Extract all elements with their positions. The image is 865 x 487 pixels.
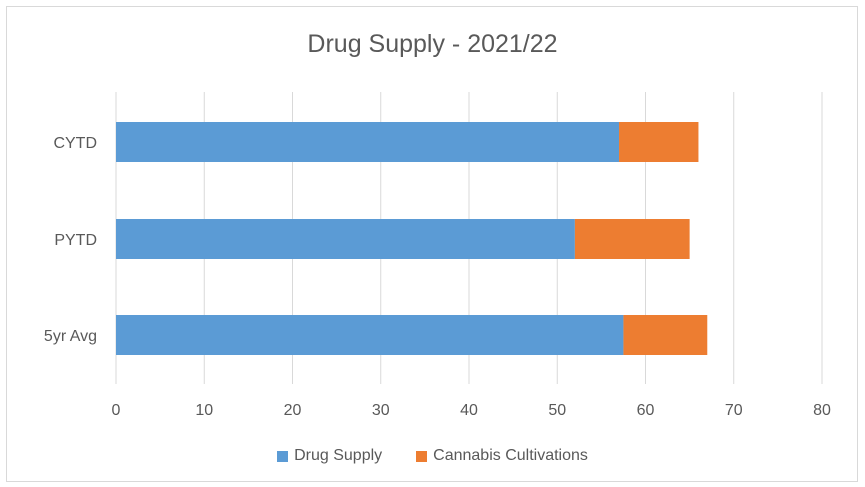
x-tick-label: 60	[637, 402, 655, 419]
bar-group	[116, 122, 708, 355]
bar-drug-supply-cytd	[116, 122, 620, 162]
bar-cannabis-cultivations-pytd	[574, 219, 690, 259]
category-label: PYTD	[54, 232, 97, 249]
legend-label-drug-supply: Drug Supply	[294, 447, 383, 464]
x-tick-label: 50	[548, 402, 566, 419]
bar-drug-supply-5yr-avg	[116, 315, 624, 355]
legend-swatch-drug-supply	[277, 450, 289, 462]
bar-drug-supply-pytd	[116, 219, 575, 259]
legend-item-drug-supply: Drug Supply	[277, 447, 382, 465]
category-label: CYTD	[53, 135, 97, 152]
legend-item-cannabis-cultivations: Cannabis Cultivations	[416, 447, 588, 465]
chart-title: Drug Supply - 2021/22	[307, 30, 558, 58]
x-tick-label: 10	[195, 402, 213, 419]
bar-cannabis-cultivations-cytd	[619, 122, 699, 162]
x-tick-label: 0	[112, 402, 121, 419]
x-tick-label: 20	[284, 402, 302, 419]
bar-cannabis-cultivations-5yr-avg	[623, 315, 708, 355]
legend: Drug Supply Cannabis Cultivations	[0, 447, 865, 465]
x-tick-label: 80	[813, 402, 831, 419]
legend-swatch-cannabis-cultivations	[416, 450, 428, 462]
category-label: 5yr Avg	[44, 328, 97, 345]
x-tick-labels: 0 10 20 30 40 50 60 70 80	[112, 402, 831, 419]
category-labels: CYTD PYTD 5yr Avg	[44, 135, 97, 345]
x-tick-label: 40	[460, 402, 478, 419]
x-tick-label: 30	[372, 402, 390, 419]
x-tick-label: 70	[725, 402, 743, 419]
legend-label-cannabis-cultivations: Cannabis Cultivations	[433, 447, 588, 464]
